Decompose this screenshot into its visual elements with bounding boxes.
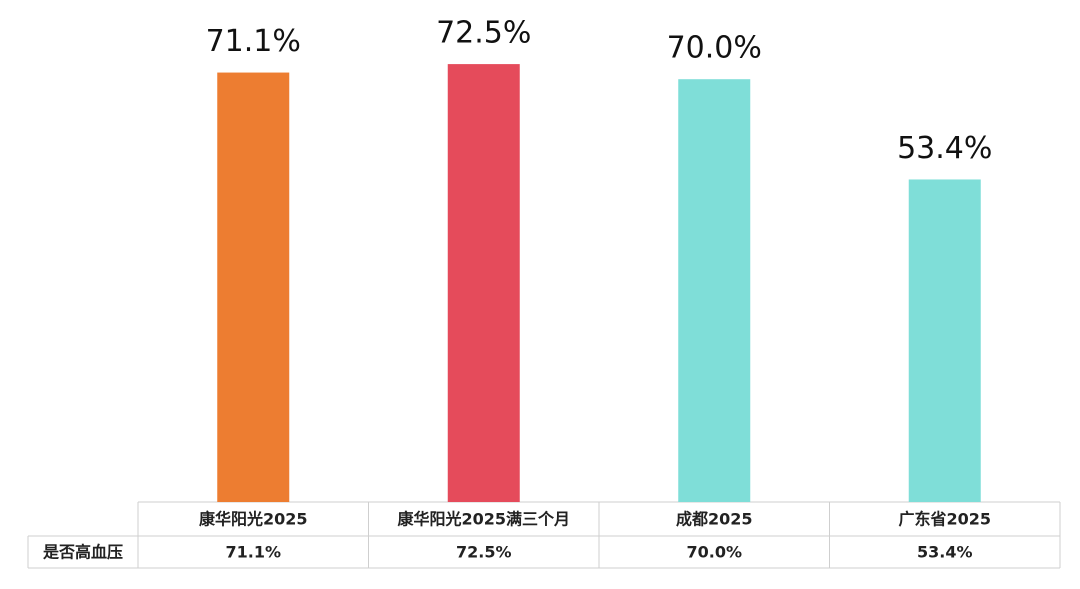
bar <box>447 64 520 502</box>
table-value: 71.1% <box>225 543 281 562</box>
x-tick-label: 康华阳光2025 <box>199 510 308 529</box>
x-tick-label: 广东省2025 <box>898 510 991 529</box>
bar <box>678 79 751 502</box>
data-label: 72.5% <box>436 16 531 51</box>
data-label: 71.1% <box>206 24 301 59</box>
bar <box>908 179 981 503</box>
data-label: 53.4% <box>897 131 992 166</box>
row-label: 是否高血压 <box>42 543 123 562</box>
x-tick-label: 成都2025 <box>676 510 753 529</box>
table-value: 70.0% <box>686 543 742 562</box>
data-label: 70.0% <box>667 31 762 66</box>
table-value: 53.4% <box>917 543 973 562</box>
bar <box>217 72 290 502</box>
table-value: 72.5% <box>456 543 512 562</box>
x-tick-label: 康华阳光2025满三个月 <box>397 510 570 529</box>
